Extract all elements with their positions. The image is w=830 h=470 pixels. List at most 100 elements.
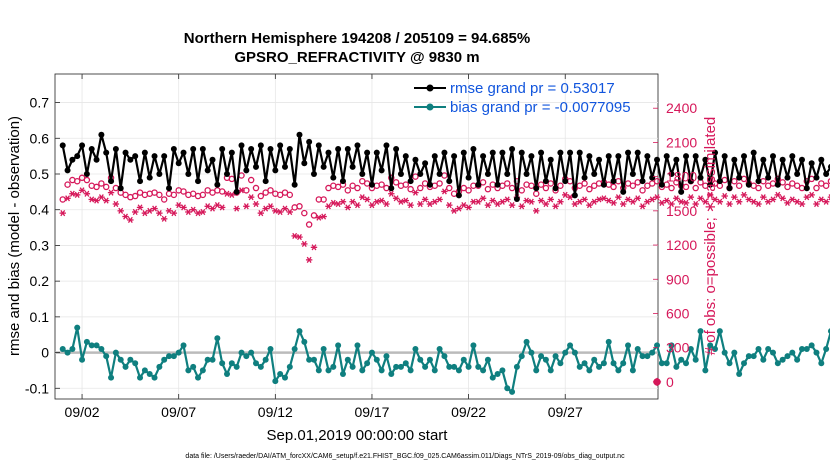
rmse-point xyxy=(827,164,830,170)
rmse-point xyxy=(668,171,675,177)
bias-point xyxy=(417,356,424,363)
bias-point xyxy=(127,356,134,363)
obs-assimilated-point xyxy=(446,202,453,209)
bias-point xyxy=(383,353,390,360)
obs-assimilated-point xyxy=(78,187,86,194)
obs-assimilated-point xyxy=(107,189,115,196)
obs-assimilated-point xyxy=(460,202,467,209)
bias-point xyxy=(475,363,482,370)
bias-point xyxy=(267,346,274,352)
y-left-tick-label: 0.4 xyxy=(30,202,50,218)
obs-assimilated-point xyxy=(822,198,830,205)
rmse-point xyxy=(823,171,830,177)
obs-possible-point xyxy=(412,173,419,180)
obs-possible-point xyxy=(402,181,410,188)
rmse-point xyxy=(175,160,182,167)
rmse-point xyxy=(185,171,192,177)
bias-point xyxy=(320,346,327,352)
obs-assimilated-point xyxy=(610,199,617,206)
obs-assimilated-point xyxy=(566,194,574,201)
y-left-tick-label: 0.7 xyxy=(30,95,50,111)
rmse-point xyxy=(779,156,786,163)
rmse-point xyxy=(634,149,641,156)
bias-point xyxy=(779,356,786,363)
bias-point xyxy=(818,360,825,367)
bias-point xyxy=(605,338,612,345)
bias-point xyxy=(615,367,622,374)
obs-assimilated-point xyxy=(571,200,579,208)
rmse-point xyxy=(339,178,346,185)
obs-possible-point xyxy=(542,184,550,192)
y-left-tick-label: 0.5 xyxy=(30,166,50,182)
obs-possible-point xyxy=(252,184,260,192)
obs-assimilated-point xyxy=(677,198,685,205)
obs-assimilated-point xyxy=(151,205,158,212)
obs-assimilated-point xyxy=(156,210,163,217)
bias-point xyxy=(692,356,699,363)
bias-point xyxy=(219,360,226,367)
bias-point xyxy=(755,346,762,352)
y-right-tick-label: 600 xyxy=(666,305,690,321)
obs-assimilated-point xyxy=(735,198,743,205)
bias-point xyxy=(774,360,781,367)
rmse-point xyxy=(741,153,748,160)
obs-possible-point xyxy=(798,184,806,192)
obs-assimilated-point xyxy=(455,205,463,212)
obs-assimilated-point xyxy=(750,198,757,205)
obs-possible-point xyxy=(247,176,255,184)
bias-point xyxy=(108,374,115,381)
rmse-point xyxy=(59,142,66,149)
obs-assimilated-point xyxy=(557,198,564,205)
rmse-point xyxy=(798,156,805,163)
obs-assimilated-point xyxy=(296,233,303,241)
bias-line xyxy=(62,326,830,393)
rmse-point xyxy=(359,171,366,177)
rmse-point xyxy=(794,171,801,177)
obs-assimilated-point xyxy=(315,214,323,221)
obs-assimilated-point xyxy=(359,194,366,201)
obs-assimilated-point xyxy=(726,200,733,208)
obs-possible-point xyxy=(392,179,400,186)
obs-possible-point xyxy=(784,183,791,191)
bias-point xyxy=(156,363,163,370)
y-left-tick-label: 0.2 xyxy=(30,273,50,289)
bias-point xyxy=(59,346,66,352)
obs-possible-point xyxy=(721,176,728,184)
bias-point xyxy=(79,356,86,363)
bias-point xyxy=(253,360,259,367)
obs-assimilated-point xyxy=(537,197,545,204)
obs-possible-point xyxy=(156,191,163,199)
bias-point xyxy=(151,374,158,381)
y-right-tick-label: 900 xyxy=(666,271,690,287)
bias-point xyxy=(190,363,197,370)
obs-assimilated-point xyxy=(774,191,782,198)
bias-point xyxy=(257,363,264,370)
rmse-point xyxy=(769,153,776,160)
bias-point xyxy=(571,349,578,356)
obs-assimilated-point xyxy=(692,200,699,208)
bias-point xyxy=(238,349,245,356)
bias-point xyxy=(74,324,81,331)
rmse-point xyxy=(629,171,636,177)
obs-assimilated-point xyxy=(542,200,550,208)
bias-point xyxy=(373,356,380,363)
rmse-point xyxy=(267,146,274,152)
obs-assimilated-point xyxy=(634,195,641,202)
obs-possible-point xyxy=(653,177,661,185)
obs-possible-point xyxy=(508,184,516,192)
bias-point xyxy=(567,342,574,349)
obs-possible-point xyxy=(503,180,511,187)
bias-point xyxy=(649,349,656,356)
obs-assimilated-point xyxy=(793,198,801,205)
obs-assimilated-point xyxy=(334,200,342,208)
rmse-point xyxy=(214,181,221,188)
bias-point xyxy=(93,342,100,349)
rmse-point xyxy=(301,160,308,167)
bias-point xyxy=(620,360,627,367)
rmse-point xyxy=(712,149,719,156)
rmse-point xyxy=(180,149,187,156)
rmse-point xyxy=(146,174,153,181)
obs-possible-point xyxy=(755,184,762,192)
obs-assimilated-point xyxy=(383,200,390,208)
